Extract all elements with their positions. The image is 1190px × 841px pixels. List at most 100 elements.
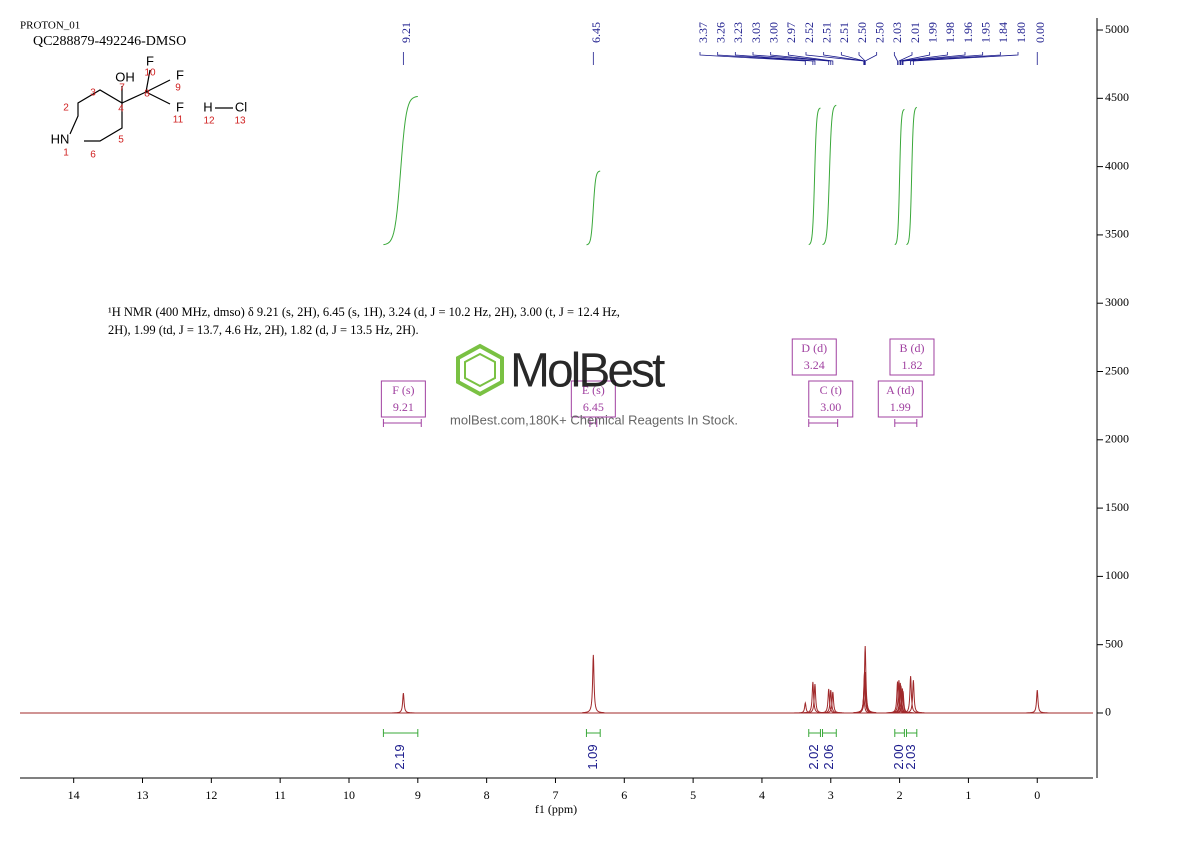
integral-label: 2.00 <box>891 744 906 769</box>
atom-number: 1 <box>63 148 69 159</box>
integral-curve <box>822 104 837 246</box>
y-tick-label: 1000 <box>1105 568 1129 582</box>
y-tick-label: 3000 <box>1105 295 1129 309</box>
integral-curve <box>906 106 918 246</box>
peak <box>886 681 909 714</box>
peak-label-leader <box>770 52 832 65</box>
peak-label: 2.51 <box>837 22 851 43</box>
y-tick-label: 5000 <box>1105 22 1129 36</box>
multiplet-shift: 9.21 <box>393 400 414 414</box>
multiplet-shift: 1.99 <box>890 400 911 414</box>
atom-number: 12 <box>203 116 215 127</box>
peak-label-leader <box>864 52 878 65</box>
x-tick-label: 1 <box>965 788 971 802</box>
chart-title: PROTON_01 <box>20 20 80 32</box>
peak-label-leader <box>717 52 814 65</box>
integral-bar <box>382 729 419 737</box>
peak-label: 2.52 <box>802 22 816 43</box>
peak-label-leader <box>910 52 1001 65</box>
x-tick-label: 4 <box>759 788 765 802</box>
multiplet-shift: 1.82 <box>901 358 922 372</box>
peak-label: 3.03 <box>749 22 763 43</box>
y-tick-label: 1500 <box>1105 500 1129 514</box>
multiplet-shift: 6.45 <box>583 400 604 414</box>
atom-number: 11 <box>173 115 184 126</box>
x-tick-label: 14 <box>68 788 80 802</box>
integral-bar <box>585 729 601 737</box>
x-tick-label: 11 <box>274 788 286 802</box>
peak-label: 3.23 <box>731 22 745 43</box>
peak-label-leader <box>840 52 865 65</box>
atom-number: 10 <box>144 68 156 79</box>
atom-number: 2 <box>63 103 69 114</box>
integral-label: 2.03 <box>903 744 918 769</box>
integral-bar <box>808 729 821 737</box>
y-tick-label: 2500 <box>1105 363 1129 377</box>
peak-label: 1.80 <box>1014 22 1028 43</box>
multiplet-box <box>889 338 935 376</box>
atom-number: 9 <box>175 83 181 94</box>
multiplet-box <box>570 380 616 418</box>
peak-label-leader <box>901 52 966 65</box>
peak-label-leader <box>805 52 865 65</box>
peak-label-leader <box>734 52 816 65</box>
peak-label-leader <box>752 52 830 65</box>
multiplet-label: E (s) <box>582 383 605 397</box>
peak <box>582 654 605 714</box>
multiplet-box <box>877 380 923 418</box>
multiplet-box <box>791 338 837 376</box>
peak <box>1026 689 1049 714</box>
peak-label: 3.26 <box>713 22 727 43</box>
peak-label-leader <box>898 52 913 65</box>
x-tick-label: 6 <box>621 788 627 802</box>
peak-label: 2.01 <box>908 22 922 43</box>
atom-number: 4 <box>118 104 124 115</box>
peak-label: 2.50 <box>872 22 886 43</box>
atom-number: 6 <box>90 150 96 161</box>
x-tick-label: 0 <box>1034 788 1040 802</box>
integral-bar <box>894 729 905 737</box>
peak-label: 2.03 <box>890 22 904 43</box>
atom-number: 8 <box>144 89 150 100</box>
peak <box>392 692 415 714</box>
x-tick-label: 10 <box>343 788 355 802</box>
integral-curve <box>383 95 418 246</box>
x-tick-label: 9 <box>415 788 421 802</box>
watermark-logo: MolBest <box>510 345 665 398</box>
chart-subtitle: QC288879-492246-DMSO <box>33 34 186 49</box>
integral-label: 2.19 <box>392 744 407 769</box>
atom-label: F <box>176 99 184 114</box>
peak-label: 1.98 <box>943 22 957 43</box>
atom-number: 3 <box>90 88 96 99</box>
multiplet-box <box>380 380 426 418</box>
atom-number: 5 <box>118 135 124 146</box>
peak-label: 1.95 <box>978 22 992 43</box>
multiplet-label: F (s) <box>392 383 414 397</box>
y-tick-label: 4000 <box>1105 158 1129 172</box>
x-tick-label: 3 <box>828 788 834 802</box>
multiplet-shift: 3.24 <box>804 358 825 372</box>
x-tick-label: 2 <box>897 788 903 802</box>
peak-label-leader <box>899 52 931 65</box>
peak-label-leader <box>912 52 1019 65</box>
nmr-description: 2H), 1.99 (td, J = 13.7, 4.6 Hz, 2H), 1.… <box>108 323 419 337</box>
peak-label: 9.21 <box>399 22 413 43</box>
peak <box>794 701 817 714</box>
peak-label-leader <box>787 52 834 65</box>
peak <box>902 680 925 714</box>
integral-bar <box>822 729 837 737</box>
x-tick-label: 13 <box>137 788 149 802</box>
peak-label: 1.96 <box>961 22 975 43</box>
multiplet-label: B (d) <box>899 341 924 355</box>
peak-label: 1.84 <box>996 22 1010 43</box>
peak-label: 2.51 <box>819 22 833 43</box>
integral-label: 2.02 <box>806 744 821 769</box>
y-tick-label: 0 <box>1105 705 1111 719</box>
integral-curve <box>894 108 905 246</box>
y-tick-label: 500 <box>1105 636 1123 650</box>
peak-label: 1.99 <box>925 22 939 43</box>
multiplet-range <box>808 419 839 427</box>
x-tick-label: 8 <box>484 788 490 802</box>
x-tick-label: 12 <box>205 788 217 802</box>
